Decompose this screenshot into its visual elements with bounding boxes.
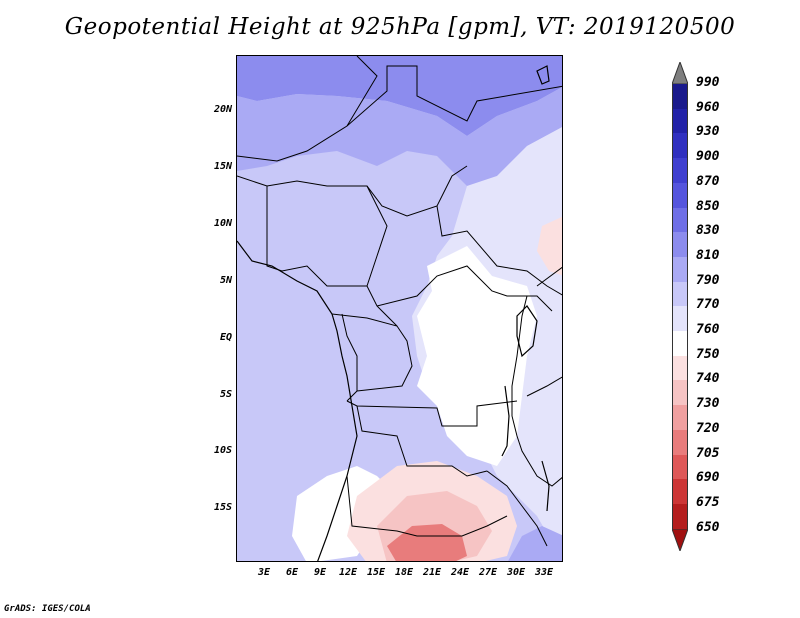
- colorbar-level-label: 830: [696, 223, 720, 239]
- central-white-region: [417, 246, 537, 466]
- coastline: [237, 65, 550, 561]
- lon-label-12e: 12E: [338, 567, 358, 578]
- colorbar-cell: [672, 380, 688, 406]
- colorbar-cell: [672, 306, 688, 332]
- lat-label-10n: 10N: [213, 218, 232, 229]
- border-nigeria-south: [266, 186, 398, 327]
- red-sea-detail: [536, 65, 550, 85]
- colorbar-level-label: 990: [696, 75, 720, 90]
- colorbar-cell: [672, 207, 688, 233]
- colorbar-cell: [672, 281, 688, 307]
- colorbar-level-label: 750: [696, 346, 720, 362]
- lon-label-6e: 6E: [285, 567, 299, 578]
- lon-label-3e: 3E: [257, 567, 271, 578]
- country-borders: [237, 56, 562, 547]
- lon-label-21e: 21E: [422, 567, 442, 578]
- colorbar-level-label: 720: [696, 420, 720, 436]
- north-band-mid: [237, 87, 562, 186]
- colorbar-cell: [672, 232, 688, 258]
- border-mozambique: [486, 470, 548, 547]
- colorbar-cell: [672, 182, 688, 208]
- colorbar-level-label: 790: [696, 272, 720, 288]
- colorbar-level-label: 810: [696, 247, 720, 263]
- colorbar-level-label: 690: [696, 470, 720, 486]
- colorbar-cell: [672, 133, 688, 159]
- lat-label-10s: 10S: [213, 445, 232, 456]
- colorbar-cell: [672, 158, 688, 184]
- southeast-purple-corner: [508, 526, 562, 561]
- atlantic-coast: [237, 240, 358, 561]
- colorbar-cell: [672, 355, 688, 381]
- border-tanzania: [526, 376, 562, 397]
- lat-label-5s: 5S: [219, 389, 232, 400]
- border-car-south: [376, 265, 553, 312]
- colorbar-level-label: 870: [696, 173, 720, 189]
- colorbar-level-label: 760: [696, 322, 720, 337]
- border-sahel-north: [237, 65, 562, 162]
- border-nigeria-niger: [237, 165, 468, 217]
- colorbar-level-label: 770: [696, 297, 720, 313]
- border-gabon: [341, 313, 358, 402]
- border-angola-zambia: [356, 405, 488, 477]
- lon-label-18e: 18E: [394, 567, 414, 578]
- colorbar-cell: [672, 256, 688, 283]
- colorbar-cell: [672, 331, 688, 357]
- colorbar-bottom-arrow: [672, 528, 688, 551]
- lon-label-15e: 15E: [366, 567, 386, 578]
- colorbar-cell: [672, 429, 688, 455]
- colorbar-level-label: 675: [696, 494, 720, 510]
- colorbar-level-label: 705: [696, 445, 720, 461]
- lat-label-15s: 15S: [213, 502, 232, 513]
- lake-tanganyika: [501, 385, 510, 457]
- lon-label-30e: 30E: [506, 567, 526, 578]
- map-canvas: [237, 56, 562, 561]
- colorbar-cell: [672, 405, 688, 431]
- border-great-lakes: [511, 295, 562, 487]
- lat-label-15n: 15N: [213, 161, 232, 172]
- lake-victoria: [516, 305, 538, 358]
- lon-label-24e: 24E: [450, 567, 470, 578]
- lon-label-9e: 9E: [313, 567, 327, 578]
- colorbar-cell: [672, 108, 688, 134]
- lon-label-33e: 33E: [534, 567, 554, 578]
- map-panel: [236, 55, 563, 562]
- colorbar-cell: [672, 84, 688, 110]
- colorbar-top-arrow: [672, 62, 688, 84]
- border-algeria: [346, 56, 378, 127]
- lon-label-27e: 27E: [478, 567, 498, 578]
- colorbar-level-label: 650: [696, 519, 720, 535]
- chart-title: Geopotential Height at 925hPa [gpm], VT:…: [64, 14, 736, 40]
- border-cameroon: [366, 185, 388, 287]
- colorbar-level-label: 730: [696, 396, 720, 412]
- east-pink-patch: [537, 216, 562, 276]
- colorbar-level-label: 930: [696, 124, 720, 140]
- colorbar-cell: [672, 479, 688, 505]
- colorbar-level-label: 740: [696, 371, 720, 387]
- grads-credit: GrADS: IGES/COLA: [4, 604, 91, 614]
- colorbar-level-label: 850: [696, 198, 720, 214]
- border-chad-sudan: [436, 205, 562, 296]
- colorbar-level-label: 960: [696, 99, 720, 115]
- lat-label-eq: EQ: [219, 332, 232, 343]
- lat-label-5n: 5N: [219, 275, 232, 286]
- colorbar-level-label: 900: [696, 149, 720, 165]
- colorbar-cell: [672, 454, 688, 480]
- lake-malawi: [541, 460, 550, 512]
- border-namibia: [346, 475, 508, 537]
- north-band-dark: [237, 56, 562, 136]
- border-ethiopia: [536, 266, 562, 287]
- colorbar-cell: [672, 503, 688, 530]
- border-congo: [331, 313, 413, 392]
- lat-label-20n: 20N: [213, 104, 232, 115]
